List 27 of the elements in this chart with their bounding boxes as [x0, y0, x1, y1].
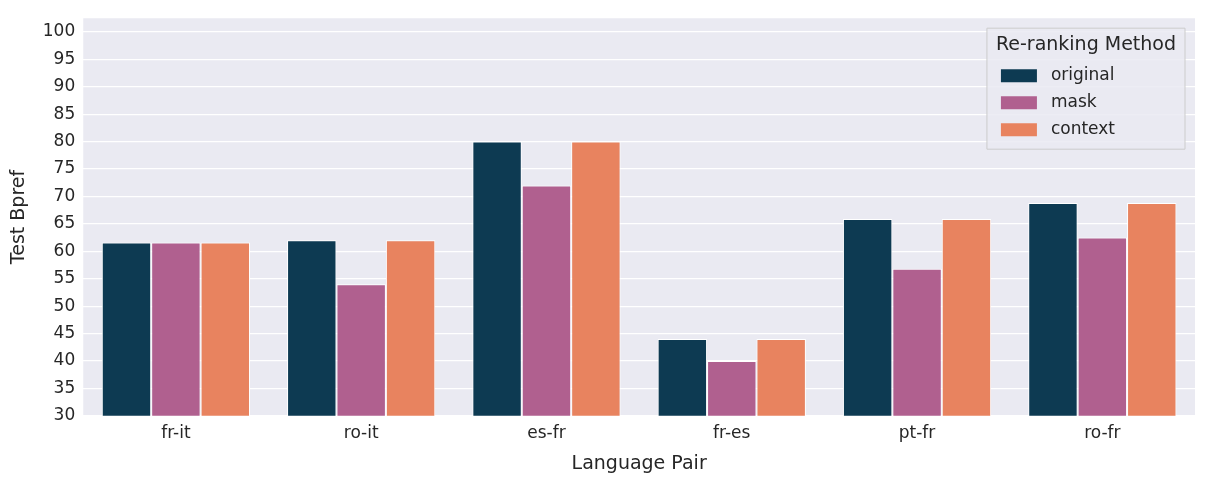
y-tick-label: 60	[53, 239, 76, 260]
y-tick-label: 35	[53, 376, 76, 397]
y-tick-label: 45	[53, 321, 76, 342]
y-tick-label: 30	[53, 404, 76, 425]
x-tick-label: es-fr	[527, 422, 566, 443]
legend-title: Re-ranking Method	[995, 32, 1176, 55]
y-tick-label: 55	[53, 267, 76, 288]
x-tick-label: fr-it	[161, 422, 191, 443]
y-tick-label: 80	[53, 130, 76, 151]
y-tick-label: 40	[53, 349, 76, 370]
y-tick-label: 95	[53, 47, 76, 68]
legend-label: original	[1050, 63, 1115, 84]
legend-label: context	[1050, 117, 1116, 138]
y-axis-title: Test Bpref	[6, 168, 29, 266]
y-tick-label: 50	[53, 294, 76, 315]
y-tick-label: 75	[53, 157, 76, 178]
y-tick-label: 100	[42, 20, 76, 41]
y-tick-label: 90	[53, 75, 76, 96]
x-tick-label: ro-fr	[1084, 422, 1121, 443]
y-tick-label: 65	[53, 212, 76, 233]
x-tick-label: pt-fr	[898, 422, 936, 443]
x-tick-label: fr-es	[713, 422, 751, 443]
y-tick-label: 70	[53, 184, 76, 205]
y-tick-label: 85	[53, 102, 76, 123]
x-tick-label: ro-it	[343, 422, 379, 443]
legend-label: mask	[1050, 90, 1097, 111]
x-axis-title: Language Pair	[571, 450, 707, 473]
